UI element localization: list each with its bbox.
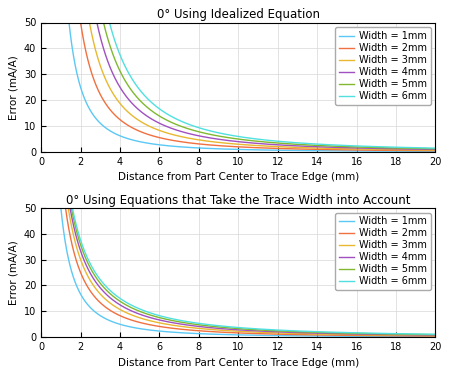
Legend: Width = 1mm, Width = 2mm, Width = 3mm, Width = 4mm, Width = 5mm, Width = 6mm: Width = 1mm, Width = 2mm, Width = 3mm, W… bbox=[335, 212, 431, 290]
Y-axis label: Error (mA/A): Error (mA/A) bbox=[9, 240, 18, 305]
Legend: Width = 1mm, Width = 2mm, Width = 3mm, Width = 4mm, Width = 5mm, Width = 6mm: Width = 1mm, Width = 2mm, Width = 3mm, W… bbox=[335, 27, 431, 105]
X-axis label: Distance from Part Center to Trace Edge (mm): Distance from Part Center to Trace Edge … bbox=[118, 358, 359, 368]
X-axis label: Distance from Part Center to Trace Edge (mm): Distance from Part Center to Trace Edge … bbox=[118, 173, 359, 182]
Y-axis label: Error (mA/A): Error (mA/A) bbox=[9, 55, 18, 120]
Title: 0° Using Idealized Equation: 0° Using Idealized Equation bbox=[157, 8, 320, 21]
Title: 0° Using Equations that Take the Trace Width into Account: 0° Using Equations that Take the Trace W… bbox=[66, 194, 410, 206]
